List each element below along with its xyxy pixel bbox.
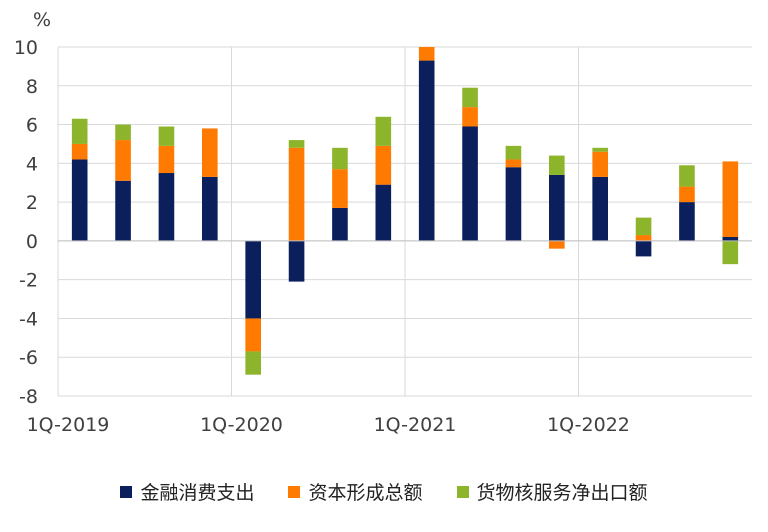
bar-segment-0 bbox=[158, 173, 175, 241]
y-tick-label: 8 bbox=[26, 76, 38, 98]
bar-segment-0 bbox=[549, 174, 565, 241]
y-tick-label: -8 bbox=[19, 386, 38, 408]
legend-label-consumption: 金融消费支出 bbox=[140, 482, 255, 504]
bar-segment-0 bbox=[71, 159, 88, 241]
bar-segment-2 bbox=[635, 217, 652, 236]
bar-segment-1 bbox=[505, 159, 522, 168]
bar-segment-2 bbox=[245, 351, 261, 375]
bar-segment-2 bbox=[722, 240, 739, 265]
legend-swatch-consumption bbox=[120, 485, 133, 498]
bar-segment-2 bbox=[505, 145, 522, 160]
bar-segment-1 bbox=[115, 140, 131, 181]
bar-segment-1 bbox=[288, 147, 305, 241]
bar-segment-0 bbox=[679, 202, 695, 241]
legend-label-net-exports: 货物核服务净出口额 bbox=[476, 482, 648, 504]
bar-segment-0 bbox=[592, 176, 608, 241]
bar-segment-0 bbox=[722, 237, 739, 241]
y-axis-unit-label: % bbox=[33, 9, 51, 31]
y-tick-label: 6 bbox=[26, 115, 38, 137]
y-tick-label: -4 bbox=[19, 308, 38, 330]
bar-segment-2 bbox=[158, 126, 175, 146]
y-tick-label: 2 bbox=[26, 192, 38, 214]
bar-segment-1 bbox=[375, 145, 392, 185]
bar-segment-0 bbox=[245, 240, 261, 319]
bar-segment-1 bbox=[592, 151, 608, 177]
bar-segment-1 bbox=[202, 128, 218, 177]
legend: 金融消费支出 资本形成总额 货物核服务净出口额 bbox=[0, 478, 768, 505]
y-tick-label: 10 bbox=[14, 37, 38, 59]
bar-segment-1 bbox=[332, 169, 348, 208]
bars bbox=[58, 47, 752, 375]
bar-segment-2 bbox=[115, 124, 131, 141]
y-tick-labels: -8 -6 -4 -2 0 2 4 6 8 10 bbox=[14, 37, 38, 408]
bar-segment-0 bbox=[332, 207, 348, 241]
bar-segment-2 bbox=[332, 147, 348, 170]
legend-swatch-capital-formation bbox=[288, 485, 301, 498]
y-tick-label: 0 bbox=[26, 231, 38, 253]
legend-swatch-net-exports bbox=[456, 485, 469, 498]
bar-segment-1 bbox=[549, 240, 565, 249]
x-tick-labels: 1Q-2019 1Q-2020 1Q-2021 1Q-2022 bbox=[27, 414, 630, 436]
x-tick-label: 1Q-2020 bbox=[200, 414, 283, 436]
bar-segment-0 bbox=[288, 240, 305, 282]
bar-segment-2 bbox=[71, 118, 88, 144]
bar-segment-1 bbox=[418, 47, 435, 61]
x-tick-label: 1Q-2022 bbox=[547, 414, 630, 436]
bar-segment-2 bbox=[375, 116, 392, 146]
x-tick-label: 1Q-2021 bbox=[374, 414, 457, 436]
bar-segment-1 bbox=[722, 161, 739, 238]
bar-segment-1 bbox=[158, 145, 175, 174]
y-tick-label: 4 bbox=[26, 153, 38, 175]
bar-segment-1 bbox=[462, 107, 478, 127]
bar-segment-1 bbox=[635, 235, 652, 241]
y-tick-label: -6 bbox=[19, 347, 38, 369]
bar-segment-2 bbox=[462, 87, 478, 108]
bar-segment-2 bbox=[592, 147, 608, 152]
bar-segment-1 bbox=[679, 186, 695, 203]
bar-segment-0 bbox=[202, 176, 218, 241]
bar-segment-0 bbox=[635, 240, 652, 257]
bar-segment-0 bbox=[418, 60, 435, 241]
bar-segment-2 bbox=[679, 165, 695, 187]
bar-segment-1 bbox=[71, 143, 88, 160]
bar-segment-0 bbox=[505, 167, 522, 241]
legend-item-consumption: 金融消费支出 bbox=[120, 478, 254, 505]
y-tick-label: -2 bbox=[19, 270, 38, 292]
x-tick-label: 1Q-2019 bbox=[27, 414, 110, 436]
bar-segment-2 bbox=[288, 140, 305, 148]
bar-segment-0 bbox=[462, 126, 478, 241]
bar-segment-2 bbox=[549, 155, 565, 175]
bar-segment-0 bbox=[375, 184, 392, 241]
legend-label-capital-formation: 资本形成总额 bbox=[308, 482, 423, 504]
bar-segment-0 bbox=[115, 180, 131, 241]
legend-item-capital-formation: 资本形成总额 bbox=[288, 478, 423, 505]
legend-item-net-exports: 货物核服务净出口额 bbox=[456, 478, 648, 505]
bar-segment-1 bbox=[245, 318, 261, 352]
